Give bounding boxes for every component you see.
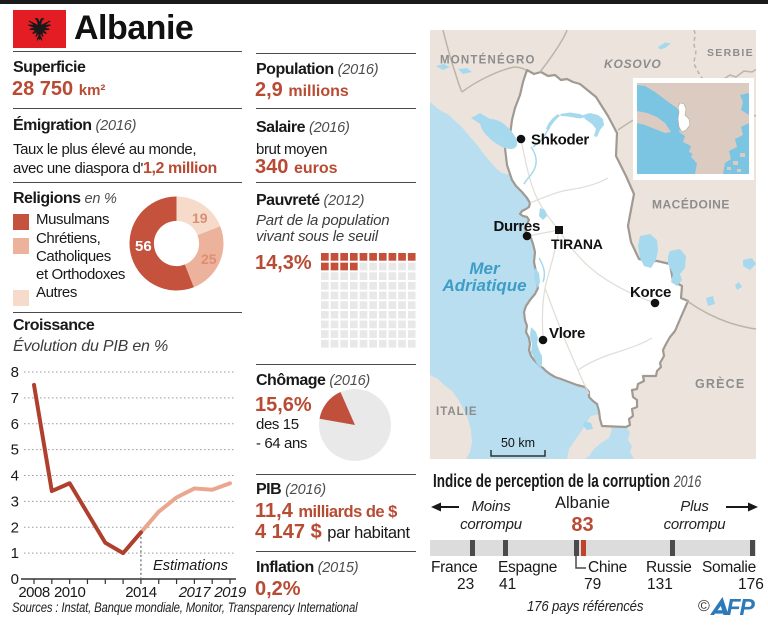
svg-text:2008: 2008 bbox=[18, 584, 50, 600]
svg-text:Mer: Mer bbox=[469, 259, 501, 278]
svg-text:Vlore: Vlore bbox=[549, 325, 585, 342]
svg-text:5: 5 bbox=[11, 442, 19, 459]
svg-text:ITALIE: ITALIE bbox=[436, 406, 478, 418]
svg-text:2014: 2014 bbox=[125, 584, 157, 600]
svg-text:2019: 2019 bbox=[213, 584, 247, 600]
svg-text:4: 4 bbox=[11, 468, 19, 485]
svg-text:MONTÉNÉGRO: MONTÉNÉGRO bbox=[440, 54, 536, 67]
svg-text:8: 8 bbox=[11, 364, 19, 381]
svg-text:Korce: Korce bbox=[630, 284, 671, 301]
svg-text:GRÈCE: GRÈCE bbox=[695, 376, 745, 391]
svg-text:Shkoder: Shkoder bbox=[531, 132, 589, 149]
svg-text:Estimations: Estimations bbox=[153, 558, 228, 574]
svg-text:Adriatique: Adriatique bbox=[441, 276, 526, 295]
svg-text:6: 6 bbox=[11, 416, 19, 433]
svg-text:FP: FP bbox=[727, 596, 756, 618]
svg-text:7: 7 bbox=[11, 390, 19, 407]
svg-text:MACÉDOINE: MACÉDOINE bbox=[652, 197, 730, 212]
svg-text:3: 3 bbox=[11, 493, 19, 510]
svg-text:50 km: 50 km bbox=[501, 436, 535, 450]
svg-text:SERBIE: SERBIE bbox=[707, 47, 754, 59]
svg-text:Durres: Durres bbox=[493, 218, 540, 235]
svg-text:TIRANA: TIRANA bbox=[551, 236, 603, 252]
svg-text:0: 0 bbox=[11, 571, 19, 588]
svg-text:1: 1 bbox=[11, 545, 19, 562]
svg-text:KOSOVO: KOSOVO bbox=[604, 57, 661, 71]
svg-text:2010: 2010 bbox=[54, 584, 86, 600]
svg-text:2017: 2017 bbox=[178, 584, 212, 600]
svg-text:2: 2 bbox=[11, 519, 19, 536]
